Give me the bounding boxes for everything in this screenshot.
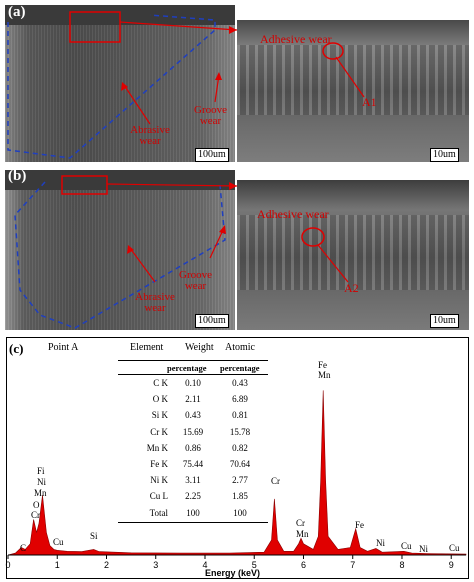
table-cell-weight: 0.43 bbox=[185, 410, 201, 421]
table-cell-atomic: 2.77 bbox=[232, 475, 248, 486]
panel-a-adhesive-label: Adhesive wear bbox=[260, 32, 332, 46]
table-cell-element: Fe K bbox=[150, 459, 168, 469]
peak-label-fe-main: Fe bbox=[318, 360, 327, 370]
table-cell-atomic: 15.78 bbox=[229, 426, 251, 437]
peak-label-mn-mid: Mn bbox=[296, 529, 309, 539]
spectrum-series-area bbox=[7, 390, 467, 556]
peak-label-o: O bbox=[33, 500, 40, 510]
panel-c-frame bbox=[6, 337, 469, 579]
table-cell-weight: 100 bbox=[186, 507, 200, 518]
x-tick-label: 2 bbox=[104, 560, 109, 570]
table-rule bbox=[118, 521, 268, 523]
peak-label-cr-mid: Cr bbox=[296, 518, 305, 528]
table-cell-element: Cr K bbox=[150, 426, 168, 437]
point-a-label: Point A bbox=[48, 342, 79, 353]
table-cell-weight: 0.86 bbox=[185, 442, 201, 453]
panel-b-point-label: A2 bbox=[344, 281, 359, 295]
table-header-weight: Weight bbox=[185, 342, 214, 353]
panel-a-abrasive-label: Abrasive wear bbox=[130, 124, 170, 147]
table-cell-element: Total bbox=[149, 507, 168, 518]
table-cell-element: Ni K bbox=[150, 475, 168, 486]
table-cell-atomic: 0.43 bbox=[232, 378, 248, 388]
x-axis-label: Energy (keV) bbox=[205, 568, 261, 578]
table-cell-element: Cu L bbox=[149, 491, 168, 502]
peak-label-mn-low: Mn bbox=[34, 488, 47, 498]
x-tick-label: 1 bbox=[55, 560, 60, 570]
x-tick-label: 0 bbox=[5, 560, 10, 570]
table-cell-atomic: 0.81 bbox=[232, 410, 248, 421]
table-cell-weight: 0.10 bbox=[185, 378, 201, 388]
table-cell-atomic: 100 bbox=[233, 507, 247, 518]
x-tick-label: 6 bbox=[301, 560, 306, 570]
table-header-atomic: Atomic bbox=[225, 342, 255, 353]
panel-b-scale-right: 10um bbox=[430, 314, 459, 328]
peak-label-cu-k: Cu bbox=[401, 541, 412, 551]
peak-label-cr-main: Cr bbox=[271, 476, 280, 486]
table-rule bbox=[118, 374, 268, 375]
panel-b-letter: (b) bbox=[8, 168, 27, 184]
panel-b-scale-left: 100um bbox=[195, 314, 229, 328]
x-tick-label: 4 bbox=[202, 560, 207, 570]
peak-label-si: Si bbox=[90, 531, 98, 541]
x-tick-label: 9 bbox=[449, 560, 454, 570]
panel-b-adhesive-label: Adhesive wear bbox=[257, 207, 329, 221]
panel-b-abrasive-label: Abrasive wear bbox=[135, 291, 175, 314]
table-cell-atomic: 6.89 bbox=[232, 394, 248, 405]
peak-label-cr-low: Cr bbox=[31, 510, 40, 520]
table-cell-weight: 75.44 bbox=[182, 459, 204, 469]
table-cell-element: O K bbox=[152, 394, 168, 405]
peak-label-ni-low: Ni bbox=[37, 477, 46, 487]
panel-b-groove-label: Groove wear bbox=[179, 269, 212, 292]
peak-label-fi: Fi bbox=[37, 466, 45, 476]
peak-label-fe-k: Fe bbox=[355, 520, 364, 530]
table-subheader-atomic: percentage bbox=[220, 363, 260, 373]
table-cell-weight: 3.11 bbox=[185, 475, 201, 486]
table-cell-atomic: 0.82 bbox=[232, 442, 248, 453]
x-tick-label: 8 bbox=[399, 560, 404, 570]
x-tick-label: 7 bbox=[350, 560, 355, 570]
panel-a-scale-right: 10um bbox=[430, 148, 459, 162]
table-cell-element: C K bbox=[153, 378, 168, 388]
table-rule bbox=[118, 360, 268, 361]
table-cell-weight: 15.69 bbox=[182, 426, 204, 437]
panel-a-scale-left: 100um bbox=[195, 148, 229, 162]
peak-label-ni-k: Ni bbox=[376, 538, 385, 548]
x-tick-label: 3 bbox=[153, 560, 158, 570]
table-cell-element: Si K bbox=[151, 410, 168, 421]
peak-label-cu-low: Cu bbox=[53, 537, 64, 547]
peak-label-cu-right: Cu bbox=[449, 543, 460, 553]
table-cell-weight: 2.25 bbox=[185, 491, 201, 502]
table-cell-weight: 2.11 bbox=[185, 394, 201, 405]
table-subheader-weight: percentage bbox=[167, 363, 207, 373]
table-header-element: Element bbox=[130, 342, 164, 353]
table-cell-element: Mn K bbox=[146, 442, 168, 453]
table-cell-atomic: 1.85 bbox=[232, 491, 248, 502]
panel-a-groove-label: Groove wear bbox=[194, 104, 227, 127]
panel-c-letter: (c) bbox=[9, 341, 24, 356]
panel-a-point-label: A1 bbox=[362, 95, 377, 109]
x-tick-label: 5 bbox=[252, 560, 257, 570]
peak-label-mn-main: Mn bbox=[318, 370, 331, 380]
table-cell-atomic: 70.64 bbox=[229, 459, 251, 469]
panel-b-high-mag-image bbox=[237, 170, 469, 330]
peak-label-c: C bbox=[20, 543, 27, 553]
peak-label-ni-right: Ni bbox=[419, 544, 428, 554]
